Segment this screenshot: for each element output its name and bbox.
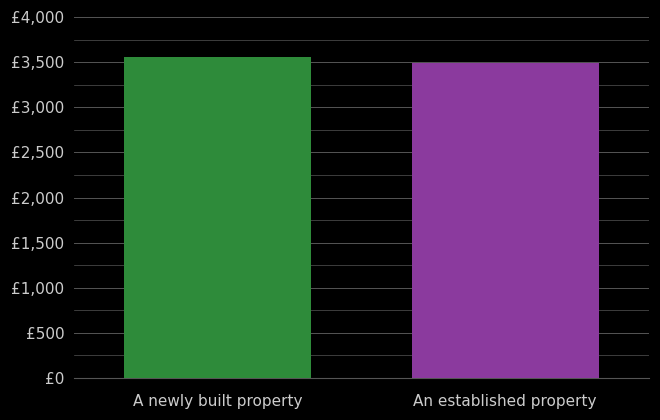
Bar	[412, 63, 599, 378]
Bar	[124, 57, 312, 378]
